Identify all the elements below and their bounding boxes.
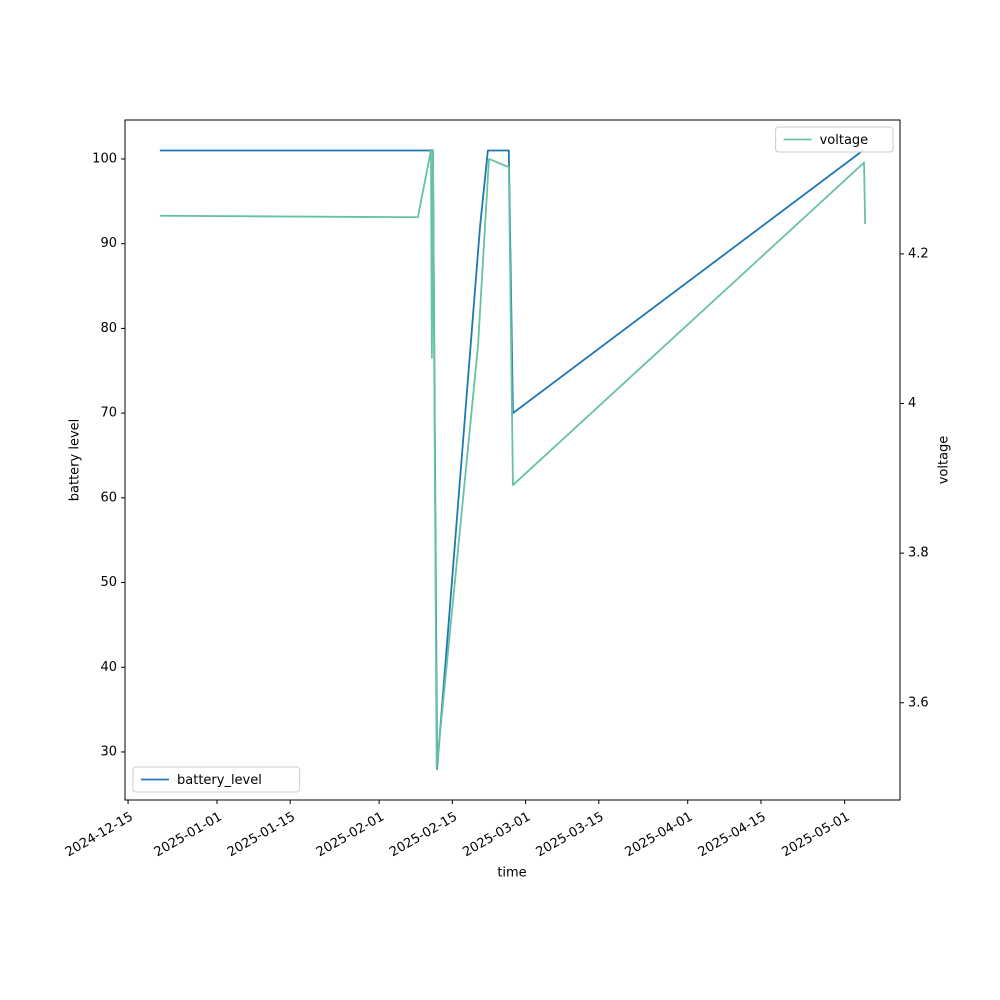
y-tick-label: 80	[100, 321, 117, 336]
y2-tick-label: 4.2	[908, 246, 929, 261]
legend: battery_level	[132, 766, 301, 793]
y-axis-label: battery level	[68, 419, 83, 502]
y-tick-label: 70	[100, 406, 117, 421]
y-tick-label: 100	[92, 151, 117, 166]
y2-tick-label: 3.6	[908, 695, 929, 710]
y2-tick-label: 4	[908, 396, 916, 411]
legend-label: battery_level	[177, 773, 262, 788]
plot-frame	[124, 119, 901, 801]
legend-label: voltage	[820, 133, 869, 148]
line-series	[159, 149, 867, 769]
legend: voltage	[775, 126, 894, 153]
y2-tick-label: 3.8	[908, 546, 929, 561]
x-axis-label: time	[497, 866, 526, 881]
legend-box	[132, 766, 301, 793]
y2-axis-label: voltage	[937, 436, 952, 485]
y-tick-label: 90	[100, 236, 117, 251]
y-tick-label: 50	[100, 575, 117, 590]
y-tick-label: 30	[100, 744, 117, 759]
y-tick-label: 60	[100, 490, 117, 505]
legend-box	[775, 126, 894, 153]
y-tick-label: 40	[100, 660, 117, 675]
